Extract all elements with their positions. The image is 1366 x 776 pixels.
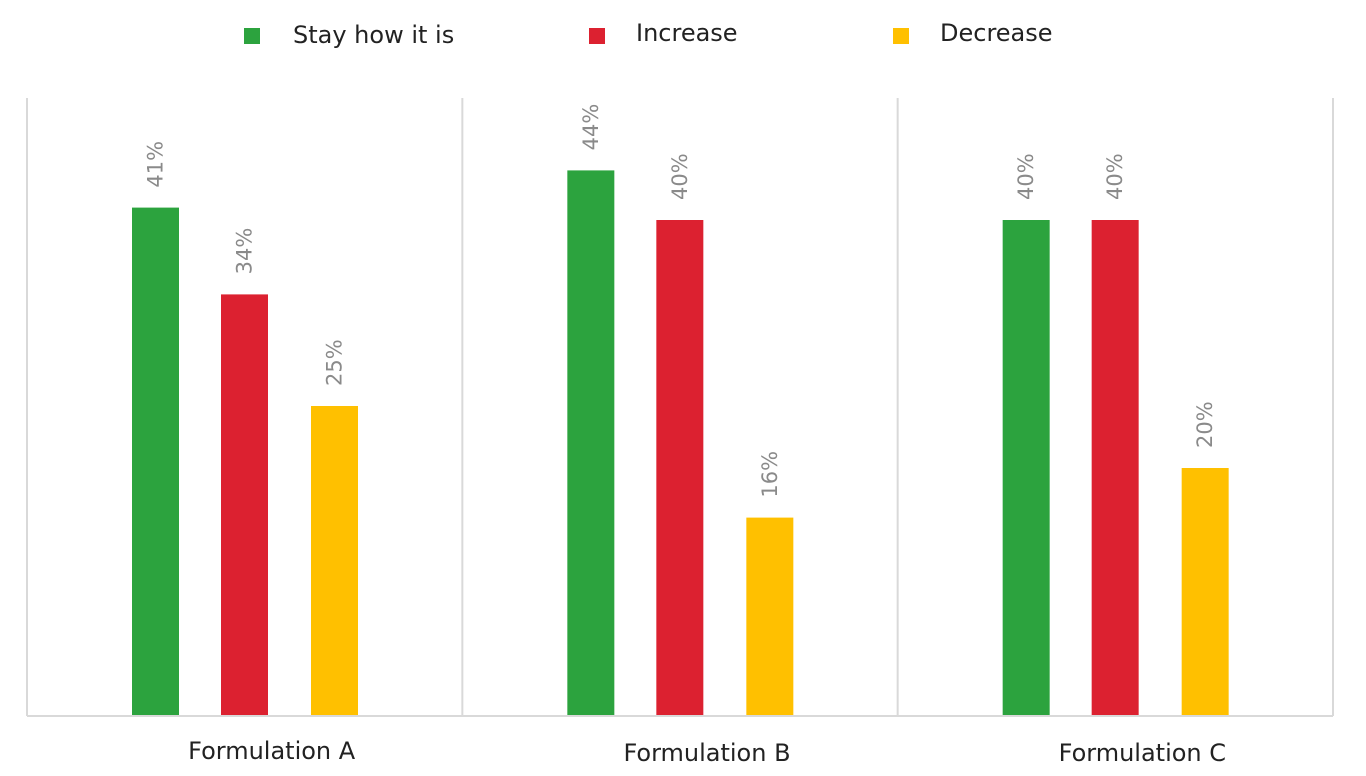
legend-label: Decrease (940, 19, 1053, 47)
legend-label: Increase (636, 19, 738, 47)
legend-swatch (893, 28, 909, 44)
data-label: 20% (1193, 401, 1217, 448)
bar-increase-2 (656, 220, 704, 716)
data-label: 44% (579, 104, 603, 151)
data-label: 25% (323, 339, 347, 386)
data-label: 40% (668, 153, 692, 200)
data-label: 40% (1103, 153, 1127, 200)
data-label: 34% (233, 228, 257, 275)
x-tick-label: Formulation A (188, 737, 356, 765)
bar-decrease-1 (311, 406, 358, 716)
bar-decrease-2 (746, 517, 794, 716)
data-label: 41% (144, 141, 168, 188)
legend-swatch (244, 28, 260, 44)
bar-increase-3 (1091, 220, 1139, 716)
x-tick-label: Formulation C (1059, 739, 1226, 767)
data-label: 16% (758, 451, 782, 498)
x-tick-label: Formulation B (623, 739, 790, 767)
legend-item-decrease: Decrease (893, 19, 1053, 47)
data-labels: 41% 44% 40% 34% 40% 40% 25% 16% 20% (144, 104, 1218, 498)
legend-item-increase: Increase (589, 19, 738, 47)
bar-stay-how-it-is-3 (1002, 220, 1050, 716)
bar-stay-how-it-is-1 (132, 207, 179, 716)
category-gridlines (26, 98, 1334, 716)
legend-label: Stay how it is (293, 21, 454, 49)
legend-item-stay-how-it-is: Stay how it is (244, 21, 454, 49)
bar-series (132, 170, 1229, 716)
bar-stay-how-it-is-2 (567, 170, 615, 716)
chart-legend: Stay how it is Increase Decrease (244, 19, 1053, 49)
data-label: 40% (1014, 153, 1038, 200)
legend-swatch (589, 28, 605, 44)
bar-decrease-3 (1181, 468, 1229, 716)
x-axis: Formulation A Formulation B Formulation C (27, 715, 1333, 767)
bar-increase-1 (221, 294, 268, 716)
